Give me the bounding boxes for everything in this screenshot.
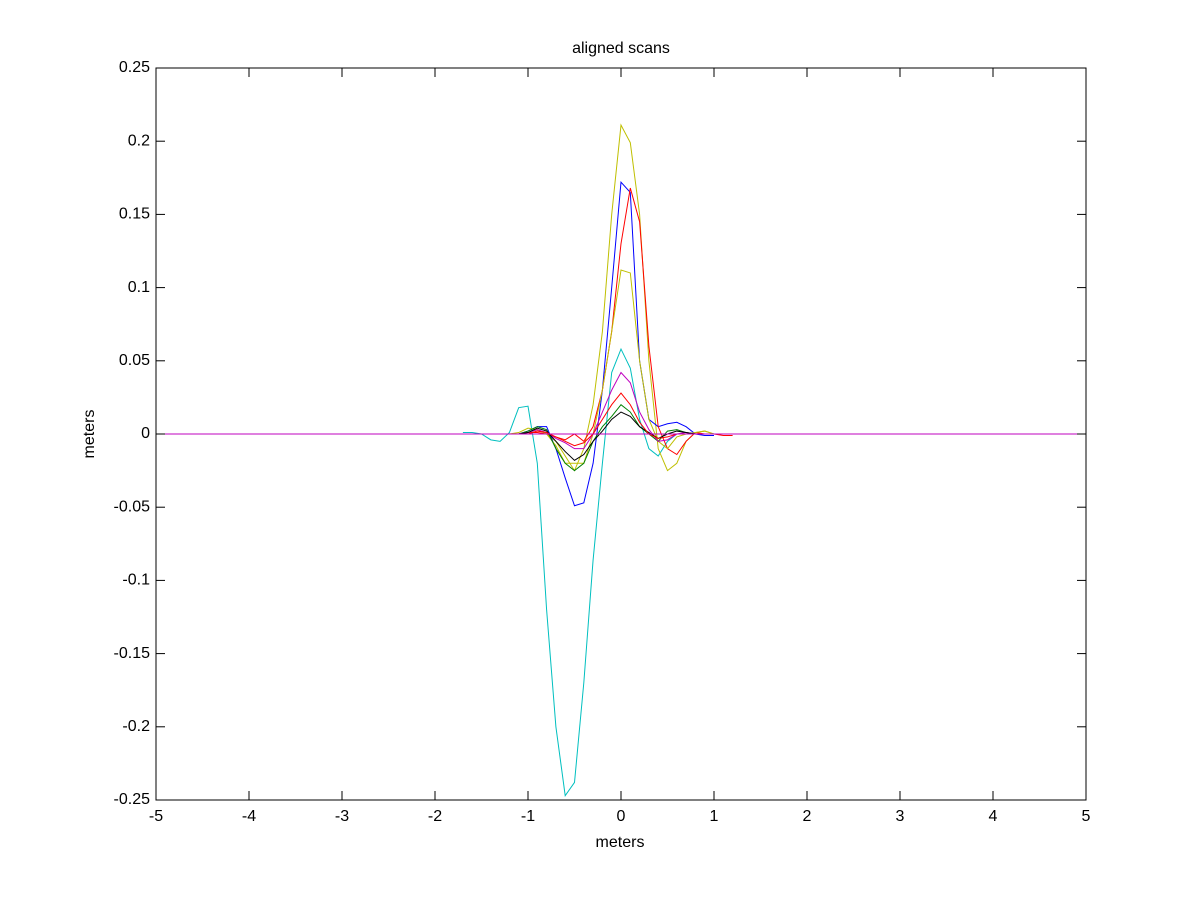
x-tick-label: 0 [617, 808, 626, 825]
y-tick-label: -0.25 [114, 791, 151, 808]
data-line [518, 181, 714, 507]
x-tick-label: -2 [428, 808, 442, 825]
x-tick-label: -4 [242, 808, 256, 825]
x-tick-label: -3 [335, 808, 349, 825]
y-tick-label: 0.15 [119, 206, 150, 223]
y-tick-label: -0.05 [114, 498, 151, 515]
chart-title: aligned scans [572, 40, 670, 57]
x-axis-label: meters [596, 834, 645, 851]
x-tick-label: 2 [803, 808, 812, 825]
plot-area: -5 -4 -3 -2 -1 0 1 2 3 4 5 -0.25 -0.2 -0.15 -0.1 -0.05 0… [114, 59, 1091, 825]
y-axis-label: meters [81, 410, 98, 459]
data-line [518, 411, 714, 461]
y-tick-label: 0.25 [119, 59, 150, 76]
y-tick-label: -0.1 [122, 572, 150, 589]
y-tick-label: -0.15 [114, 645, 151, 662]
y-tick-label: 0 [141, 425, 150, 442]
x-tick-label: 5 [1082, 808, 1091, 825]
x-tick-label: 1 [710, 808, 719, 825]
x-tick-label: 3 [896, 808, 905, 825]
y-tick-label: 0.1 [128, 279, 150, 296]
data-line [518, 404, 714, 472]
y-tick-label: -0.2 [122, 718, 150, 735]
x-tick-label: -1 [521, 808, 535, 825]
y-tick-label: 0.2 [128, 132, 150, 149]
y-tick-label: 0.05 [119, 352, 150, 369]
x-tick-label: 4 [989, 808, 998, 825]
data-line [462, 347, 696, 797]
x-tick-label: -5 [149, 808, 163, 825]
